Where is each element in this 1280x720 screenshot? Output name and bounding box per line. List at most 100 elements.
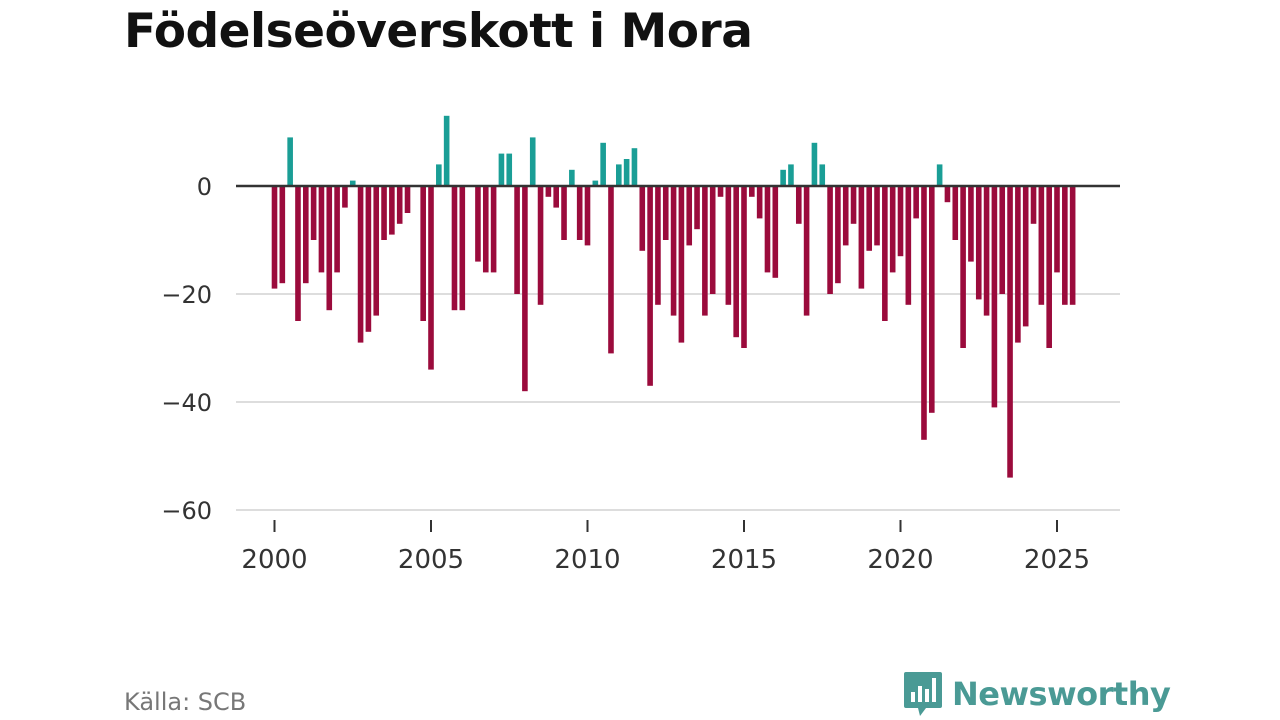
source-label: Källa: SCB: [124, 688, 247, 716]
bar: [623, 159, 630, 186]
bar: [803, 186, 810, 316]
bar: [819, 164, 826, 186]
y-tick-label: −40: [161, 389, 212, 417]
bar: [944, 186, 951, 203]
bar: [475, 186, 481, 262]
newsworthy-logo-icon: [904, 672, 942, 716]
bar: [709, 186, 716, 294]
bar: [1069, 186, 1076, 305]
bar: [576, 186, 583, 240]
bar: [553, 186, 559, 208]
bar: [733, 186, 739, 338]
bar: [373, 186, 380, 316]
bar: [608, 186, 614, 354]
bar: [936, 164, 943, 186]
bar: [396, 186, 403, 224]
bar: [569, 169, 575, 186]
bar: [318, 186, 325, 273]
bar: [897, 186, 904, 257]
bar: [498, 153, 505, 186]
bar: [357, 186, 364, 343]
bar: [334, 186, 340, 273]
bar: [702, 186, 708, 316]
bar: [960, 186, 966, 348]
bar: [1054, 186, 1060, 273]
bar: [678, 186, 685, 343]
bar: [889, 186, 896, 273]
bar: [389, 186, 395, 235]
bar: [670, 186, 677, 316]
bar: [514, 186, 520, 294]
bar: [545, 186, 552, 197]
bar: [647, 186, 653, 386]
bar: [506, 153, 513, 186]
bar: [874, 186, 880, 246]
bar: [811, 142, 818, 186]
bar: [1046, 186, 1052, 348]
x-tick-label: 2015: [711, 545, 777, 575]
bar: [952, 186, 959, 240]
x-tick-label: 2025: [1024, 545, 1090, 575]
bar: [631, 148, 638, 186]
bar: [999, 186, 1006, 294]
x-tick-label: 2005: [398, 545, 464, 575]
bar: [279, 186, 286, 284]
bar: [522, 186, 528, 392]
bar: [913, 186, 919, 219]
axes: 0 −20 −40 −60 2000 2005 2010 2015 2020 2025: [161, 173, 1120, 575]
bar: [1062, 186, 1068, 305]
bar: [295, 186, 301, 321]
bar: [694, 186, 700, 230]
bar: [756, 186, 763, 219]
bar: [968, 186, 974, 262]
bar: [725, 186, 732, 305]
bar: [342, 186, 348, 208]
bar: [1007, 186, 1013, 478]
bar: [428, 186, 434, 370]
chart-title: Födelseöverskott i Mora: [124, 4, 753, 59]
grid-lines: [236, 293, 1120, 511]
bar: [287, 137, 293, 186]
bar: [788, 164, 794, 186]
bar: [795, 186, 802, 224]
bar: [850, 186, 857, 224]
bar: [616, 164, 622, 186]
bar: [529, 137, 536, 186]
bar: [443, 115, 450, 186]
x-tick-label: 2020: [867, 545, 933, 575]
bar: [436, 164, 442, 186]
bar: [827, 186, 833, 294]
bar: [905, 186, 912, 305]
bar: [991, 186, 998, 408]
bar: [921, 186, 927, 440]
bars: [271, 115, 1076, 478]
bar: [858, 186, 865, 289]
bar: [326, 186, 333, 311]
bar: [271, 186, 278, 289]
bar: [686, 186, 693, 246]
bar: [584, 186, 591, 246]
bar: [561, 186, 567, 240]
bar: [303, 186, 309, 284]
bar: [420, 186, 426, 321]
bar: [975, 186, 982, 300]
bar: [780, 169, 786, 186]
bar: [592, 180, 599, 186]
bar: [983, 186, 990, 316]
bar: [1030, 186, 1037, 224]
bar: [451, 186, 458, 311]
bar: [639, 186, 646, 251]
bar: [929, 186, 935, 413]
bar: [459, 186, 466, 311]
bar: [764, 186, 771, 273]
bar: [600, 142, 606, 186]
bar: [772, 186, 779, 278]
bar: [741, 186, 747, 348]
bar: [842, 186, 849, 246]
x-tick-label: 2000: [241, 545, 307, 575]
y-tick-label: 0: [197, 173, 212, 201]
x-tick-label: 2010: [554, 545, 620, 575]
y-tick-label: −60: [161, 497, 212, 525]
bar: [349, 180, 356, 186]
bar: [1038, 186, 1045, 305]
